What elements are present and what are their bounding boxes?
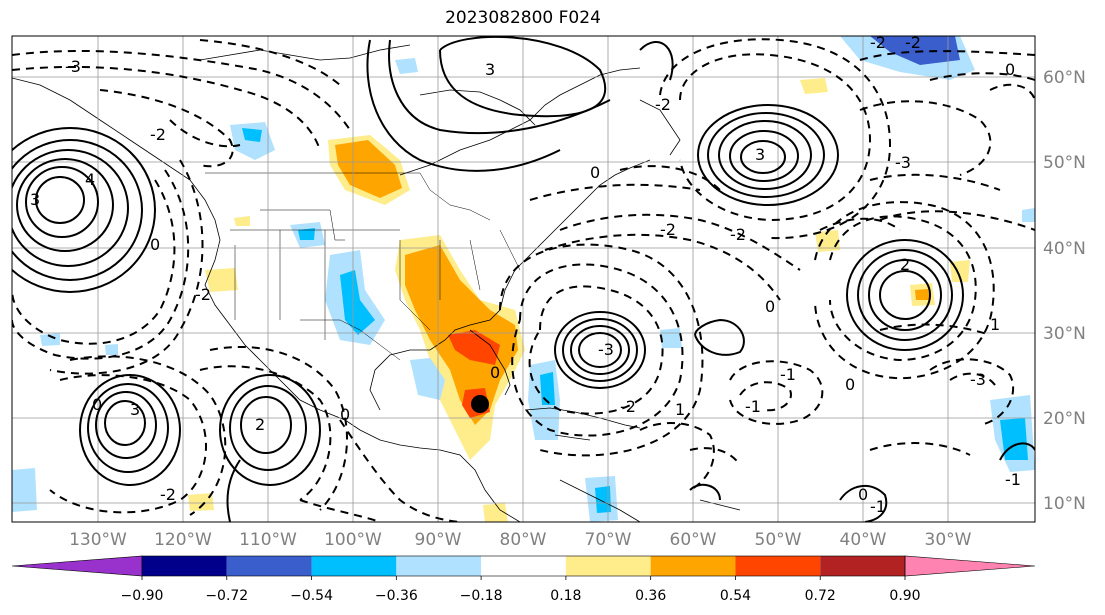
colorbar-segment [650,556,736,576]
height-contours [12,36,1035,522]
longitude-label: 60°W [670,530,717,550]
svg-text:-1: -1 [780,365,796,384]
colorbar-tick-label: −0.90 [121,588,164,604]
svg-text:0: 0 [150,235,160,254]
longitude-label: 110°W [239,530,297,550]
svg-text:0: 0 [490,363,500,382]
longitude-label: 70°W [585,530,632,550]
svg-text:-1: -1 [745,397,761,416]
latitude-label: 30°N [1043,324,1086,344]
colorbar-tick-label: −0.18 [460,588,503,604]
svg-text:0: 0 [765,297,775,316]
svg-text:0: 0 [858,485,868,504]
svg-text:3: 3 [755,145,765,164]
latitude-label: 50°N [1043,153,1086,173]
longitude-label: 100°W [324,530,382,550]
longitude-label: 50°W [755,530,802,550]
colorbar-frame [141,555,906,577]
latitude-label: 10°N [1043,494,1086,514]
svg-text:-3: -3 [895,153,911,172]
map-background [12,36,1035,522]
colorbar-tick-label: −0.36 [375,588,418,604]
colorbar-segment [735,556,821,576]
svg-text:1: 1 [990,315,1000,334]
longitude-label: 90°W [415,530,462,550]
colorbar-segment [396,556,482,576]
coastlines [12,44,741,522]
svg-text:2: 2 [900,255,910,274]
svg-text:2: 2 [255,415,265,434]
colorbar-segment [226,556,312,576]
colorbar-segment [311,556,397,576]
svg-text:-3: -3 [970,370,986,389]
longitude-labels: 130°W 120°W 110°W 100°W 90°W 80°W 70°W 60°W 50°W… [69,530,972,550]
map-title: 2023082800 F024 [445,8,601,28]
colorbar-tick-label: 0.54 [720,588,751,604]
svg-text:-2: -2 [730,225,746,244]
longitude-label: 30°W [925,530,972,550]
svg-text:-3: -3 [65,57,81,76]
svg-text:3: 3 [485,60,495,79]
colorbar-tick-label: 0.72 [805,588,836,604]
longitude-label: 40°W [840,530,887,550]
longitude-label: 120°W [154,530,212,550]
svg-text:3: 3 [30,190,40,209]
anomaly-shading [12,36,1035,522]
colorbar-segment [481,556,566,576]
svg-text:0: 0 [92,395,102,414]
colorbar-tick-label: 0.18 [550,588,581,604]
svg-text:-1: -1 [1005,470,1021,489]
svg-text:-2: -2 [660,220,676,239]
colorbar-segment [142,556,227,576]
negative-contours [12,38,1035,522]
colorbar-segment [820,556,905,576]
latitude-label: 40°N [1043,239,1086,259]
colorbar-tick-label: 0.90 [889,588,920,604]
svg-text:0: 0 [590,163,600,182]
colorbar-segment [565,556,651,576]
longitude-label: 130°W [69,530,127,550]
map-frame [11,35,1036,523]
latitude-labels: 60°N 50°N 40°N 30°N 20°N 10°N [1043,68,1086,514]
svg-text:-2: -2 [905,33,921,52]
svg-text:0: 0 [340,405,350,424]
lat-lon-grid [12,36,1035,522]
storm-center-marker [471,395,489,413]
svg-text:-2: -2 [620,397,636,416]
svg-text:3: 3 [130,400,140,419]
svg-text:-2: -2 [150,125,166,144]
colorbar-tick-label: 0.36 [635,588,666,604]
latitude-label: 20°N [1043,409,1086,429]
svg-text:4: 4 [85,170,95,189]
svg-text:-2: -2 [870,33,886,52]
svg-text:0: 0 [845,375,855,394]
svg-text:0: 0 [1005,60,1015,79]
svg-text:-3: -3 [598,340,614,359]
colorbar: −0.90 −0.72 −0.54 −0.36 −0.18 0.18 0.36 0.54 0.7… [11,555,1036,604]
longitude-label: 80°W [500,530,547,550]
colorbar-tick-label: −0.54 [290,588,333,604]
contour-labels: -3 3 4 0 3 2 -3 3 -3 2 3 -2 -2 0 1 -3 -2… [30,33,1021,516]
colorbar-tick-label: −0.72 [205,588,248,604]
colorbar-min-extension [11,555,143,577]
svg-text:-1: -1 [870,497,886,516]
svg-text:-2: -2 [160,485,176,504]
svg-text:-2: -2 [195,285,211,304]
svg-text:-2: -2 [655,95,671,114]
colorbar-max-extension [904,555,1036,577]
svg-text:1: 1 [675,400,685,419]
political-borders [205,172,521,361]
latitude-label: 60°N [1043,68,1086,88]
